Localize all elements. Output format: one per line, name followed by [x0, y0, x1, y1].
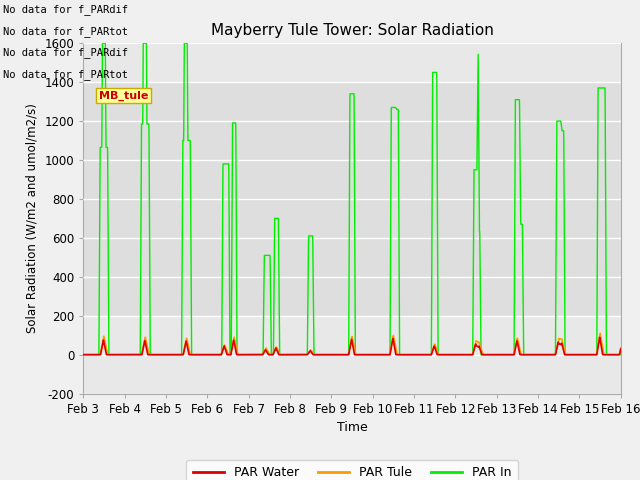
X-axis label: Time: Time: [337, 421, 367, 434]
Legend: PAR Water, PAR Tule, PAR In: PAR Water, PAR Tule, PAR In: [186, 460, 518, 480]
Title: Mayberry Tule Tower: Solar Radiation: Mayberry Tule Tower: Solar Radiation: [211, 23, 493, 38]
Bar: [83, 82, 621, 316]
Text: No data for f_PARdif: No data for f_PARdif: [3, 47, 128, 58]
Text: No data for f_PARdif: No data for f_PARdif: [3, 4, 128, 15]
Y-axis label: Solar Radiation (W/m2 and umol/m2/s): Solar Radiation (W/m2 and umol/m2/s): [26, 104, 39, 333]
Text: No data for f_PARtot: No data for f_PARtot: [3, 69, 128, 80]
Text: No data for f_PARtot: No data for f_PARtot: [3, 25, 128, 36]
Text: MB_tule: MB_tule: [99, 90, 148, 101]
